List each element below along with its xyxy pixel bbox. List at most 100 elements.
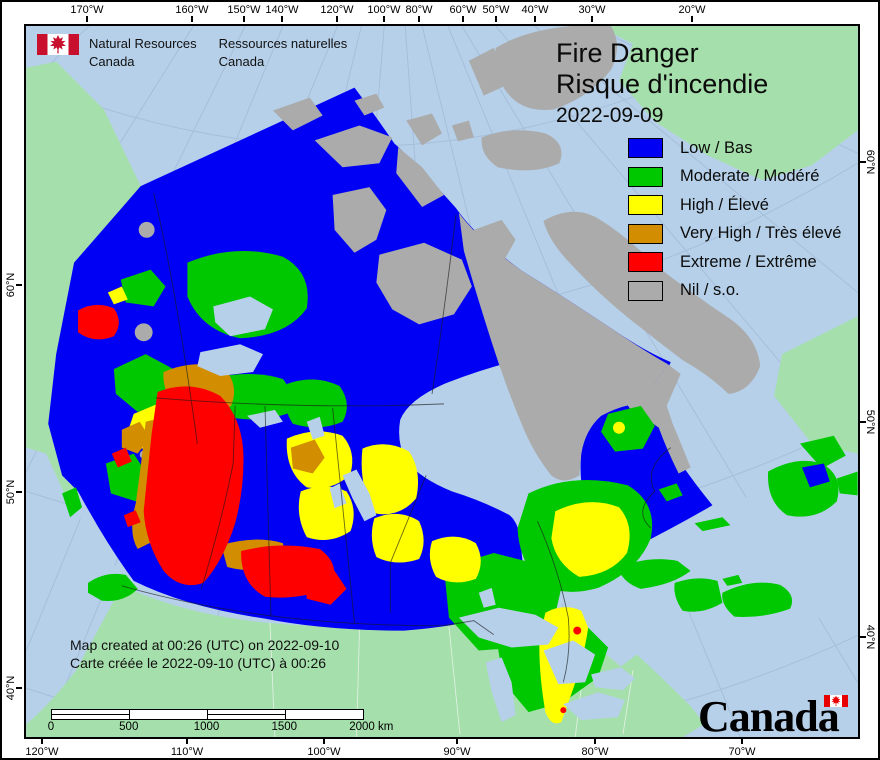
legend-swatch-nil: [628, 280, 663, 301]
legend-label: High / Élevé: [680, 195, 769, 214]
latitude-tick: [16, 491, 22, 493]
longitude-tick: [456, 738, 458, 744]
vancouver-island: [87, 573, 138, 602]
map-title: Fire Danger Risque d'incendie 2022-09-09: [556, 38, 768, 130]
dept-fr-line2: Canada: [218, 53, 265, 69]
longitude-tick: [594, 738, 596, 744]
victoria-island: [376, 242, 472, 325]
legend-item-nil: Nil / s.o.: [628, 280, 841, 301]
latitude-tick: [16, 687, 22, 689]
wordmark-text: Canada: [698, 692, 840, 741]
lake-erie: [563, 692, 625, 721]
legend-swatch-high: [628, 195, 663, 215]
longitude-label: 100°W: [367, 4, 401, 16]
canada-wordmark: Canada: [698, 694, 858, 740]
creation-note-fr: Carte créée le 2022-09-10 (UTC) à 00:26: [70, 654, 327, 671]
longitude-label: 30°W: [578, 4, 606, 16]
inside-passage: [80, 499, 120, 585]
legend-items: Low / Bas Moderate / Modéré High / Élevé Ve…: [628, 138, 841, 301]
longitude-label: 20°W: [678, 4, 706, 16]
scale-bar-segment: [208, 710, 286, 719]
longitude-tick: [191, 16, 193, 22]
scale-bar-segment: [52, 710, 130, 719]
nil-patch: [134, 323, 153, 342]
legend-swatch-low: [628, 138, 663, 158]
nil-regions: [134, 26, 761, 481]
longitude-label: 160°W: [175, 4, 209, 16]
mackenzie-delta-tundra: [396, 147, 444, 207]
legend-item-low: Low / Bas: [628, 138, 841, 158]
province-borders: [121, 192, 671, 683]
longitude-label: 100°W: [307, 746, 341, 758]
latitude-tick: [16, 284, 22, 286]
cornwallis-island: [451, 120, 474, 142]
southampton-island: [563, 362, 612, 400]
legend-label: Nil / s.o.: [680, 281, 740, 299]
somerset-island: [473, 219, 516, 265]
scale-bar: [51, 709, 364, 720]
legend-item-extreme: Extreme / Extrême: [628, 252, 841, 272]
longitude-label: 70°W: [728, 746, 756, 758]
government-signature: Natural Resources Canada Ressources natu…: [37, 34, 347, 70]
longitude-label: 120°W: [25, 746, 59, 758]
lake-huron: [543, 640, 596, 685]
lake-ontario: [591, 667, 635, 691]
title-date: 2022-09-09: [556, 104, 664, 127]
longitude-tick: [418, 16, 420, 22]
longitude-tick: [243, 16, 245, 22]
legend-swatch-extreme: [628, 252, 663, 272]
reindeer-lake: [306, 416, 325, 440]
king-william-island: [503, 286, 532, 317]
longitude-label: 80°W: [581, 746, 609, 758]
longitude-tick: [186, 738, 188, 744]
coats-island: [543, 395, 572, 416]
banks-island: [332, 187, 387, 253]
legend-item-very_high: Very High / Très élevé: [628, 223, 841, 244]
prince-patrick-island: [272, 97, 323, 131]
torngat-tundra: [658, 423, 691, 474]
creation-note-en: Map created at 00:26 (UTC) on 2022-09-10: [70, 637, 340, 653]
longitude-label: 170°W: [70, 4, 104, 16]
longitude-tick: [691, 16, 693, 22]
low-patches: [801, 463, 830, 488]
nil-patch: [138, 221, 155, 238]
great-slave-lake: [197, 344, 264, 377]
dept-en-line1: Natural Resources: [89, 36, 197, 51]
canada-flag-icon: [37, 34, 79, 55]
latitude-tick: [860, 421, 866, 423]
creation-note: Map created at 00:26 (UTC) on 2022-09-10…: [70, 637, 339, 672]
longitude-label: 80°W: [405, 4, 433, 16]
greenland-land: [598, 26, 858, 181]
haida-gwaii: [62, 487, 83, 518]
dept-fr-line1: Ressources naturelles: [218, 36, 348, 51]
map-canvas[interactable]: Natural Resources Canada Ressources natu…: [24, 24, 860, 740]
longitude-tick: [41, 738, 43, 744]
ellesmere-island: [495, 26, 618, 111]
department-name-en: Natural Resources Canada: [89, 34, 197, 70]
legend-label: Low / Bas: [680, 138, 753, 157]
legend-swatch-moderate: [628, 166, 663, 187]
longitude-tick: [495, 16, 497, 22]
scale-bar-segment: [286, 710, 363, 719]
scale-bar-segment: [130, 710, 208, 719]
latitude-tick: [860, 161, 866, 163]
longitude-tick: [534, 16, 536, 22]
fire-danger-map: [26, 26, 858, 737]
lake-nipigon: [478, 587, 496, 608]
bathurst-island: [406, 113, 442, 146]
dept-en-line2: Canada: [89, 53, 135, 69]
longitude-label: 90°W: [443, 746, 471, 758]
longitude-tick: [591, 16, 593, 22]
longitude-tick: [281, 16, 283, 22]
alaska-land: [26, 61, 141, 498]
longitude-label: 150°W: [227, 4, 261, 16]
longitude-label: 140°W: [265, 4, 299, 16]
longitude-tick: [741, 738, 743, 744]
great-bear-lake: [213, 296, 273, 337]
title-fr: Risque d'incendie: [556, 69, 769, 99]
longitude-label: 60°W: [449, 4, 477, 16]
extreme-regions: [78, 304, 582, 714]
wordmark-flag-icon: [824, 695, 848, 707]
legend-label: Extreme / Extrême: [680, 252, 817, 271]
